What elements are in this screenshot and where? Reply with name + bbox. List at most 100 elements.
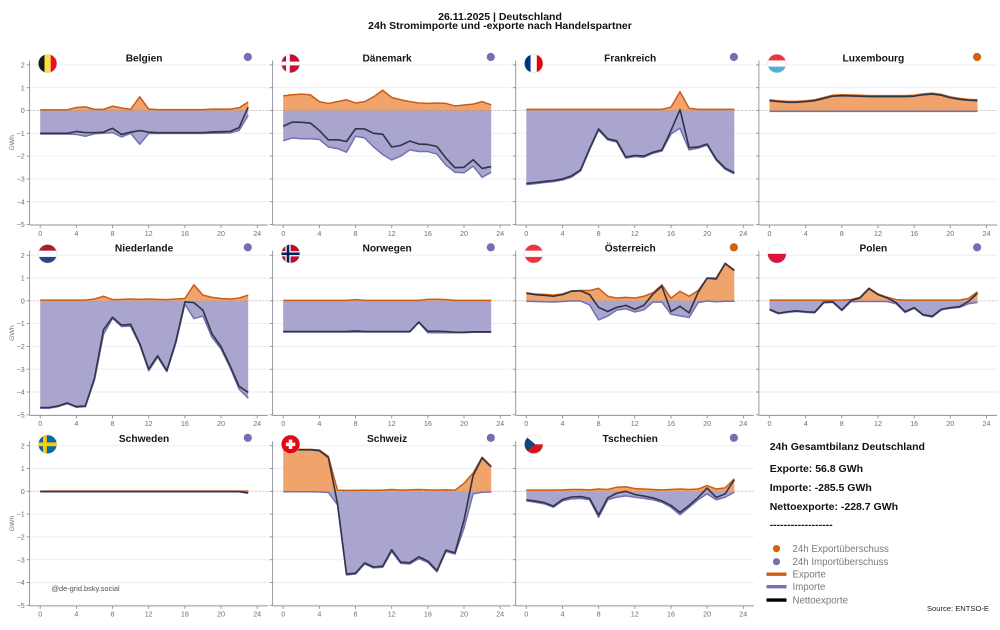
svg-text:16: 16 [424, 419, 432, 428]
svg-text:0: 0 [281, 229, 285, 238]
svg-text:0: 0 [38, 610, 42, 619]
svg-text:GWh: GWh [9, 325, 16, 341]
svg-text:20: 20 [460, 229, 468, 238]
svg-text:Source: ENTSO-E: Source: ENTSO-E [927, 604, 989, 613]
svg-text:−3: −3 [17, 365, 25, 374]
svg-text:12: 12 [388, 419, 396, 428]
svg-text:24: 24 [739, 419, 747, 428]
svg-text:8: 8 [354, 419, 358, 428]
svg-text:4: 4 [561, 229, 565, 238]
svg-text:12: 12 [874, 419, 882, 428]
svg-text:4: 4 [804, 419, 808, 428]
svg-text:20: 20 [460, 610, 468, 619]
svg-text:−3: −3 [17, 175, 25, 184]
svg-text:4: 4 [804, 229, 808, 238]
svg-text:Österreich: Österreich [605, 242, 656, 255]
svg-text:4: 4 [317, 610, 321, 619]
svg-text:12: 12 [145, 610, 153, 619]
svg-text:8: 8 [597, 610, 601, 619]
svg-text:12: 12 [631, 229, 639, 238]
svg-text:0: 0 [281, 610, 285, 619]
svg-text:16: 16 [181, 229, 189, 238]
svg-text:4: 4 [317, 229, 321, 238]
svg-text:Norwegen: Norwegen [362, 244, 411, 255]
svg-text:------------------: ------------------ [770, 519, 833, 531]
svg-text:0: 0 [21, 487, 25, 496]
svg-text:20: 20 [703, 419, 711, 428]
svg-text:12: 12 [388, 610, 396, 619]
svg-text:−5: −5 [17, 601, 25, 610]
svg-text:1: 1 [21, 83, 25, 92]
svg-text:0: 0 [21, 106, 25, 115]
svg-text:12: 12 [145, 229, 153, 238]
svg-text:−1: −1 [17, 319, 25, 328]
svg-text:24: 24 [983, 229, 991, 238]
svg-text:1: 1 [21, 464, 25, 473]
svg-text:8: 8 [111, 229, 115, 238]
svg-text:20: 20 [217, 229, 225, 238]
svg-text:16: 16 [181, 419, 189, 428]
svg-text:4: 4 [561, 610, 565, 619]
svg-text:Importe: -285.5 GWh: Importe: -285.5 GWh [770, 482, 872, 494]
svg-text:2: 2 [21, 61, 25, 70]
svg-text:24: 24 [496, 229, 504, 238]
svg-text:24: 24 [253, 419, 261, 428]
svg-text:1: 1 [21, 274, 25, 283]
svg-text:Polen: Polen [860, 244, 888, 255]
svg-text:Schweden: Schweden [119, 434, 169, 445]
svg-text:24: 24 [739, 229, 747, 238]
svg-text:0: 0 [524, 610, 528, 619]
svg-text:12: 12 [145, 419, 153, 428]
svg-text:20: 20 [217, 610, 225, 619]
svg-text:@de-grid.bsky.social: @de-grid.bsky.social [52, 584, 121, 593]
svg-text:Luxembourg: Luxembourg [843, 53, 905, 64]
svg-text:20: 20 [460, 419, 468, 428]
svg-text:24h Exportüberschuss: 24h Exportüberschuss [793, 544, 890, 555]
svg-text:8: 8 [840, 229, 844, 238]
svg-text:20: 20 [703, 610, 711, 619]
svg-text:12: 12 [388, 229, 396, 238]
svg-text:20: 20 [703, 229, 711, 238]
svg-text:8: 8 [840, 419, 844, 428]
svg-text:−5: −5 [17, 220, 25, 229]
svg-text:16: 16 [910, 229, 918, 238]
svg-text:24: 24 [496, 419, 504, 428]
svg-text:Tschechien: Tschechien [603, 434, 658, 445]
svg-text:Schweiz: Schweiz [367, 434, 407, 445]
svg-text:−1: −1 [17, 510, 25, 519]
svg-text:16: 16 [424, 610, 432, 619]
svg-text:24: 24 [253, 229, 261, 238]
svg-text:4: 4 [561, 419, 565, 428]
svg-text:Exporte: Exporte [793, 570, 826, 581]
svg-text:Dänemark: Dänemark [362, 53, 412, 64]
svg-text:8: 8 [111, 419, 115, 428]
svg-text:24: 24 [739, 610, 747, 619]
svg-text:Frankreich: Frankreich [604, 53, 656, 64]
svg-text:0: 0 [524, 229, 528, 238]
svg-text:GWh: GWh [9, 135, 16, 151]
svg-text:−4: −4 [17, 388, 25, 397]
svg-text:−5: −5 [17, 410, 25, 419]
svg-text:24h Gesamtbilanz Deutschland: 24h Gesamtbilanz Deutschland [770, 441, 925, 453]
svg-text:−2: −2 [17, 533, 25, 542]
svg-text:−1: −1 [17, 129, 25, 138]
svg-text:−4: −4 [17, 578, 25, 587]
svg-text:Importe: Importe [793, 582, 826, 593]
svg-text:Belgien: Belgien [126, 53, 163, 64]
svg-text:8: 8 [111, 610, 115, 619]
svg-text:GWh: GWh [9, 516, 16, 532]
svg-text:4: 4 [74, 229, 78, 238]
svg-text:24h Stromimporte und -exporte: 24h Stromimporte und -exporte nach Hande… [368, 20, 632, 32]
svg-text:20: 20 [946, 229, 954, 238]
svg-text:−2: −2 [17, 342, 25, 351]
svg-text:16: 16 [667, 610, 675, 619]
svg-text:Niederlande: Niederlande [115, 244, 174, 255]
svg-text:8: 8 [354, 610, 358, 619]
svg-text:2: 2 [21, 251, 25, 260]
svg-text:24: 24 [253, 610, 261, 619]
svg-text:20: 20 [217, 419, 225, 428]
svg-text:Nettoexporte: Nettoexporte [793, 595, 848, 606]
svg-text:8: 8 [597, 229, 601, 238]
svg-text:−4: −4 [17, 197, 25, 206]
svg-text:0: 0 [281, 419, 285, 428]
